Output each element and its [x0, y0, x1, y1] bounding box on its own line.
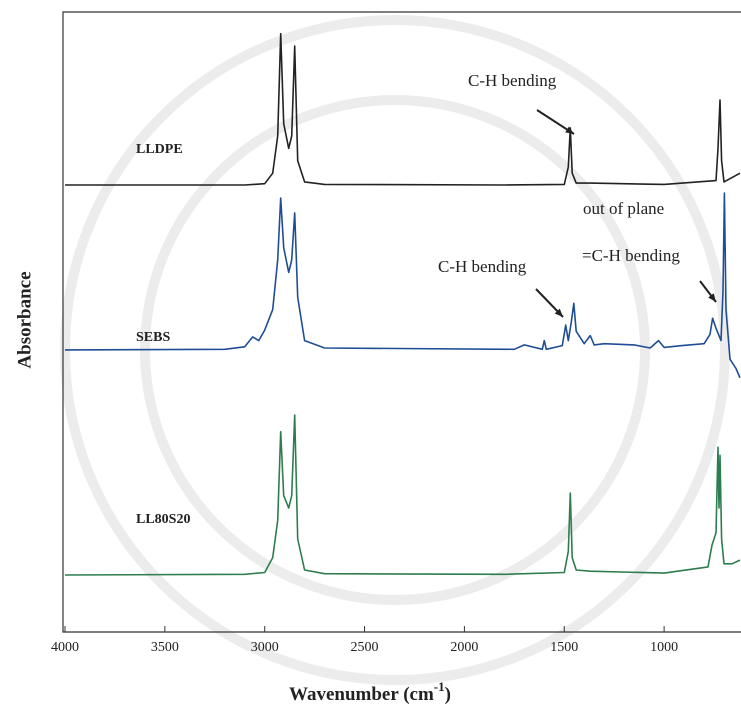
x-axis-title-end: )	[445, 684, 451, 705]
series-label: LLDPE	[136, 142, 183, 157]
y-axis-title: Absorbance	[14, 271, 35, 368]
x-tick-label: 2000	[450, 640, 478, 655]
x-tick-label: 3000	[251, 640, 279, 655]
x-axis-title-main: Wavenumber (cm	[289, 684, 434, 705]
annotation: C-H bending	[438, 257, 527, 276]
x-tick-label: 1000	[650, 640, 678, 655]
x-tick-label: 2500	[351, 640, 379, 655]
annotation: =C-H bending	[582, 246, 680, 265]
chart: Absorbance Wavenumber (cm-1) 4000 3500 300…	[0, 0, 741, 711]
x-tick-label: 1500	[550, 640, 578, 655]
x-tick-label: 3500	[151, 640, 179, 655]
annotation: C-H bending	[468, 71, 557, 90]
annotation: out of plane	[583, 199, 664, 218]
x-axis-title-sup: -1	[434, 679, 445, 694]
series-label: SEBS	[136, 330, 170, 345]
x-tick-label: 4000	[51, 640, 79, 655]
series-label: LL80S20	[136, 512, 190, 527]
